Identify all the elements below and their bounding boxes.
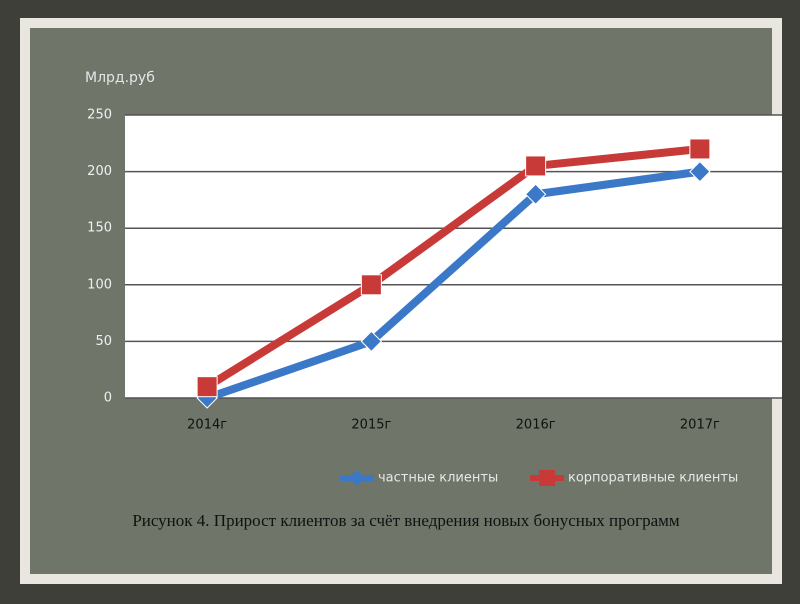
marker xyxy=(689,160,711,183)
marker xyxy=(525,155,547,177)
legend-marker xyxy=(349,470,365,486)
marker xyxy=(360,274,382,296)
x-tick-label: 2014г xyxy=(187,418,227,433)
plot-area xyxy=(125,115,782,398)
legend-label: корпоративные клиенты xyxy=(568,471,738,486)
x-tick-label: 2016г xyxy=(516,418,556,433)
caption: Рисунок 4. Прирост клиентов за счёт внед… xyxy=(132,511,680,530)
legend-marker xyxy=(539,470,555,486)
y-tick-label: 200 xyxy=(87,164,112,179)
y-tick-label: 100 xyxy=(87,277,112,292)
series-line xyxy=(205,144,701,391)
marker xyxy=(524,183,547,205)
series-line xyxy=(205,167,701,402)
y-tick-label: 250 xyxy=(87,108,112,123)
marker xyxy=(196,376,218,398)
y-tick-label: 0 xyxy=(104,391,112,406)
x-tick-label: 2017г xyxy=(680,418,720,433)
y-tick-label: 150 xyxy=(87,221,112,236)
x-tick-label: 2015г xyxy=(351,418,391,433)
marker xyxy=(689,138,711,160)
y-axis-label: Млрд.руб xyxy=(85,70,155,86)
y-tick-label: 50 xyxy=(95,334,112,349)
marker xyxy=(360,330,383,353)
legend-label: частные клиенты xyxy=(378,471,498,486)
